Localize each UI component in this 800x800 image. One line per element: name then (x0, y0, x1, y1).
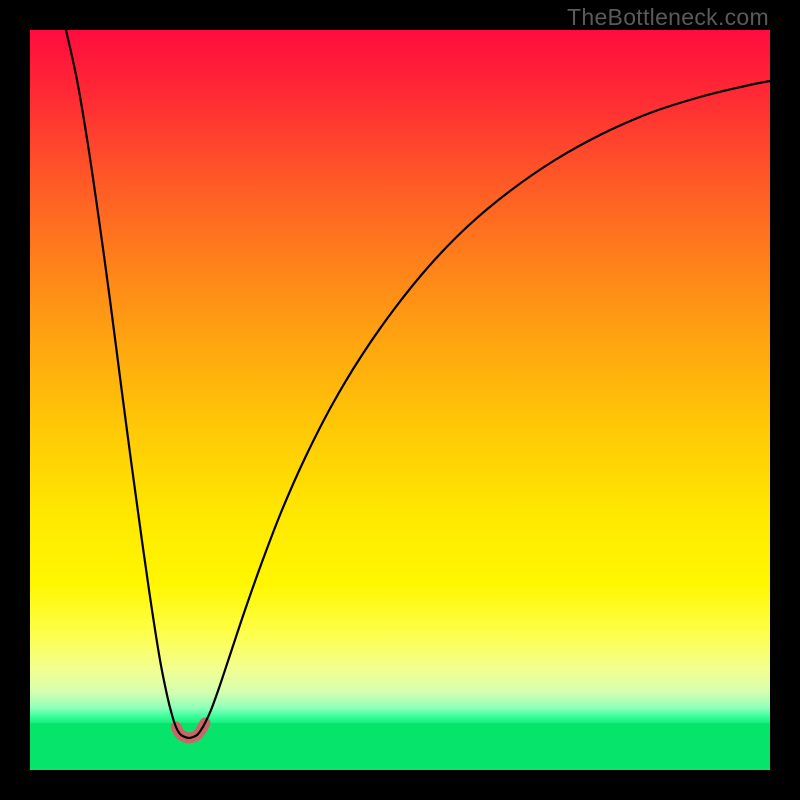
gradient-background (30, 30, 770, 723)
plot-area (30, 30, 770, 770)
watermark-text: TheBottleneck.com (567, 4, 769, 31)
chart-container: TheBottleneck.com (0, 0, 800, 800)
green-band (30, 723, 770, 770)
